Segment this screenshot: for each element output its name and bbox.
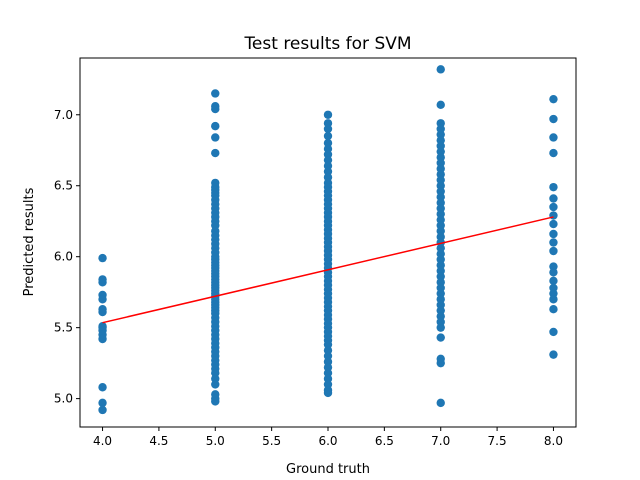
data-point <box>436 398 445 408</box>
data-point <box>549 148 558 158</box>
x-tick-label: 8.0 <box>544 434 563 448</box>
data-point <box>436 65 445 74</box>
data-point <box>549 276 558 286</box>
y-axis-label: Predicted results <box>22 187 37 296</box>
data-point <box>98 253 107 263</box>
data-point <box>211 133 220 142</box>
y-tick-label: 5.0 <box>54 392 73 406</box>
y-axis-ticks: 5.0 5.5 6.0 6.5 7.0 <box>54 108 80 406</box>
fit-line <box>102 216 554 324</box>
data-point <box>436 358 445 368</box>
data-point <box>549 246 558 256</box>
y-tick-label: 6.5 <box>54 179 73 193</box>
fit-line-layer <box>102 216 554 324</box>
data-point <box>549 202 558 212</box>
data-point <box>549 211 558 220</box>
data-point <box>98 307 107 317</box>
data-point <box>549 350 558 359</box>
data-point <box>549 182 558 192</box>
y-tick-label: 5.5 <box>54 321 73 335</box>
data-point <box>549 229 558 239</box>
data-point <box>323 124 333 134</box>
data-point <box>549 194 558 203</box>
data-point <box>98 398 107 408</box>
data-point <box>549 133 558 142</box>
data-point <box>211 148 220 158</box>
x-tick-label: 4.5 <box>149 434 168 448</box>
data-point <box>549 327 558 337</box>
data-point <box>549 219 558 229</box>
x-axis-ticks: 4.0 4.5 5.0 5.5 6.0 6.5 7.0 7.5 8.0 <box>93 427 563 448</box>
data-point <box>549 305 558 314</box>
data-point <box>549 94 558 104</box>
x-tick-label: 5.5 <box>262 434 281 448</box>
x-tick-label: 6.0 <box>318 434 337 448</box>
data-point <box>98 295 107 304</box>
x-tick-label: 7.0 <box>431 434 450 448</box>
x-axis-label: Ground truth <box>286 462 370 477</box>
x-tick-label: 4.0 <box>93 434 112 448</box>
data-point <box>323 110 333 119</box>
data-point <box>211 121 220 131</box>
x-tick-label: 6.5 <box>375 434 394 448</box>
data-point <box>323 388 333 398</box>
data-point <box>436 333 445 342</box>
data-point <box>211 380 220 389</box>
data-point <box>549 268 558 277</box>
y-tick-label: 7.0 <box>54 108 73 122</box>
chart-title: Test results for SVM <box>243 34 411 54</box>
data-point <box>98 405 107 415</box>
x-tick-label: 7.5 <box>488 434 507 448</box>
data-point <box>98 334 107 344</box>
points-layer <box>98 65 558 415</box>
data-point <box>436 100 445 110</box>
data-point <box>211 89 220 98</box>
data-point <box>211 397 220 406</box>
data-point <box>549 238 558 247</box>
data-point <box>549 114 558 124</box>
data-point <box>211 104 220 114</box>
data-point <box>549 295 558 304</box>
data-point <box>323 131 333 141</box>
data-point <box>98 278 107 287</box>
data-point <box>98 383 107 392</box>
x-tick-label: 5.0 <box>206 434 225 448</box>
y-tick-label: 6.0 <box>54 250 73 264</box>
data-point <box>436 323 445 332</box>
